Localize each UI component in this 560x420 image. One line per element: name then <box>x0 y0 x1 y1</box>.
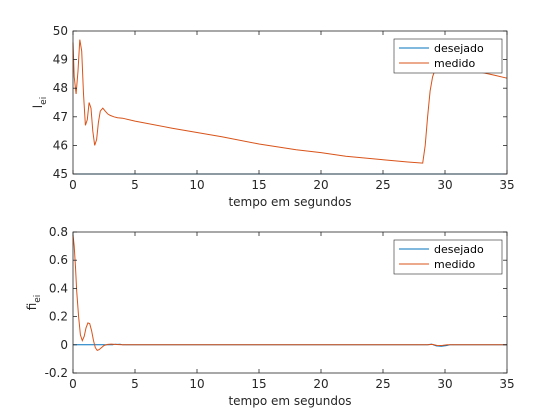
x-axis-label: tempo em segundos <box>228 394 351 408</box>
x-tick-label: 20 <box>313 377 328 391</box>
x-tick-label: 35 <box>499 377 514 391</box>
x-tick-label: 10 <box>189 377 204 391</box>
axes-frame <box>72 231 508 374</box>
chart-top: 0 5 10 15 20 25 30 35 45 46 47 48 49 50 tempo em segun… <box>31 24 515 209</box>
axes-frame <box>72 30 508 175</box>
y-tick-label: 0.2 <box>49 310 68 324</box>
x-tick-label: 25 <box>375 377 390 391</box>
x-tick-label: 35 <box>499 178 514 192</box>
x-tick-label: 0 <box>69 178 77 192</box>
x-tick-label: 15 <box>251 178 266 192</box>
x-tick-label: 5 <box>131 377 139 391</box>
y-tick-label: 0.6 <box>49 253 68 267</box>
y-tick-label: 50 <box>53 24 68 38</box>
y-tick-label: 48 <box>53 81 68 95</box>
legend-label-desejado: desejado <box>434 42 484 55</box>
x-tick-label: 5 <box>131 178 139 192</box>
y-tick-label: 0.4 <box>49 281 68 295</box>
y-tick-label: -0.2 <box>45 366 68 380</box>
legend-label-desejado: desejado <box>434 243 484 256</box>
x-tick-label: 25 <box>375 178 390 192</box>
legend-label-medido: medido <box>434 57 476 70</box>
y-tick-label: 45 <box>53 167 68 181</box>
legend-box <box>393 38 503 74</box>
y-tick-label: 49 <box>53 53 68 67</box>
x-tick-label: 30 <box>437 178 452 192</box>
y-axis-label: fiei <box>25 295 43 311</box>
legend-box <box>393 239 503 275</box>
x-axis-label: tempo em segundos <box>228 195 351 209</box>
x-tick-label: 20 <box>313 178 328 192</box>
x-tick-label: 15 <box>251 377 266 391</box>
y-tick-label: 0.8 <box>49 225 68 239</box>
series-line-medido <box>72 234 507 352</box>
x-tick-label: 0 <box>69 377 77 391</box>
y-tick-label: 0 <box>60 338 68 352</box>
y-tick-label: 46 <box>53 138 68 152</box>
legend-label-medido: medido <box>434 258 476 271</box>
y-axis-label: lei <box>31 97 49 108</box>
y-tick-label: 47 <box>53 110 68 124</box>
x-tick-label: 30 <box>437 377 452 391</box>
x-tick-label: 10 <box>189 178 204 192</box>
